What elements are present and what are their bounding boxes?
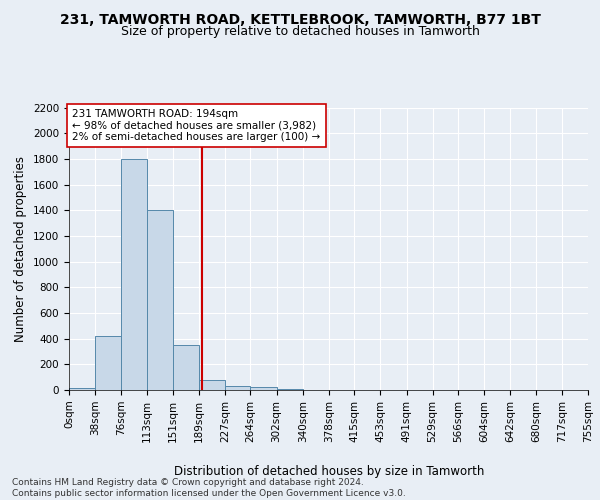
- Bar: [225, 386, 250, 390]
- Y-axis label: Number of detached properties: Number of detached properties: [14, 156, 28, 342]
- Bar: [199, 380, 225, 390]
- Text: 231 TAMWORTH ROAD: 194sqm
← 98% of detached houses are smaller (3,982)
2% of sem: 231 TAMWORTH ROAD: 194sqm ← 98% of detac…: [73, 109, 320, 142]
- Bar: [146, 210, 173, 390]
- Text: 231, TAMWORTH ROAD, KETTLEBROOK, TAMWORTH, B77 1BT: 231, TAMWORTH ROAD, KETTLEBROOK, TAMWORT…: [59, 12, 541, 26]
- Bar: [250, 388, 277, 390]
- Bar: [69, 388, 95, 390]
- Bar: [95, 336, 121, 390]
- Text: Size of property relative to detached houses in Tamworth: Size of property relative to detached ho…: [121, 25, 479, 38]
- Text: Contains HM Land Registry data © Crown copyright and database right 2024.
Contai: Contains HM Land Registry data © Crown c…: [12, 478, 406, 498]
- Text: Distribution of detached houses by size in Tamworth: Distribution of detached houses by size …: [173, 464, 484, 477]
- Bar: [121, 159, 146, 390]
- Bar: [173, 345, 199, 390]
- Bar: [277, 388, 303, 390]
